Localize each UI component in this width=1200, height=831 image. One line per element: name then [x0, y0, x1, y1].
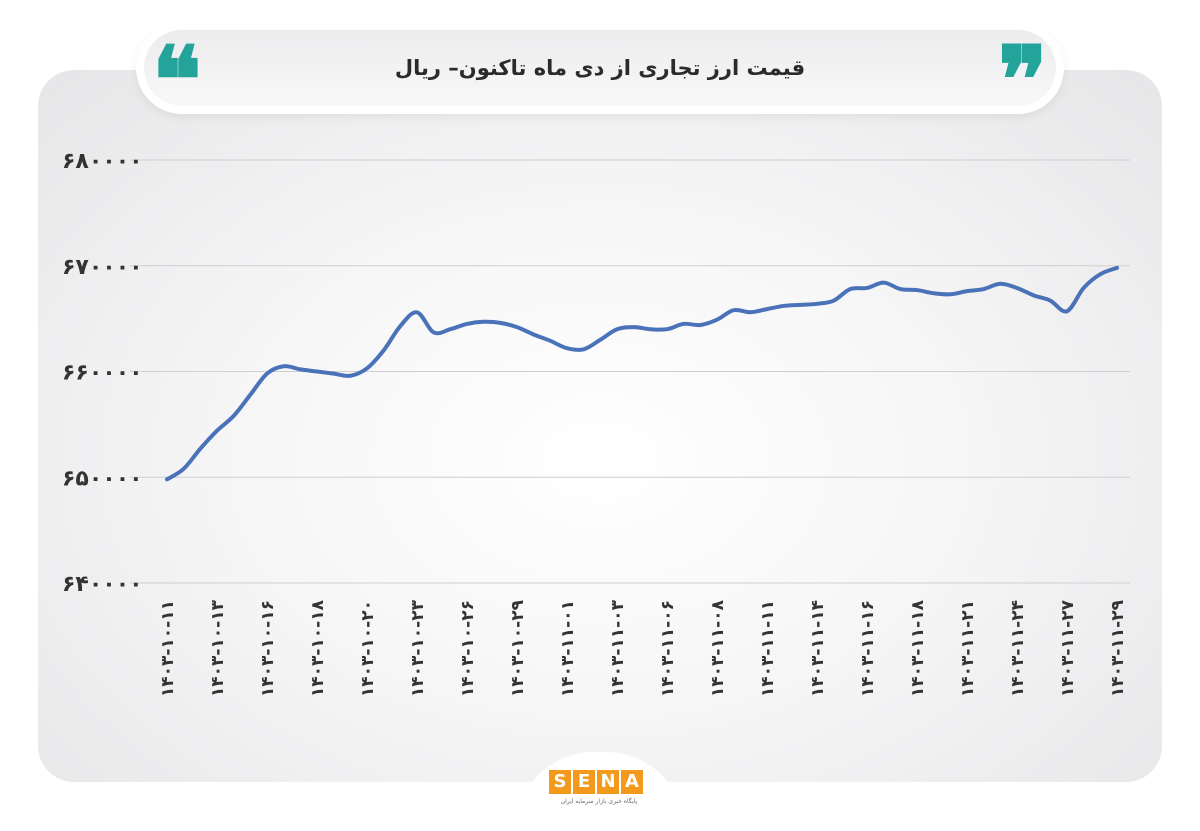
x-tick-label: ۱۴۰۳-۱۱-۰۱	[558, 600, 578, 697]
x-tick-label: ۱۴۰۳-۱۱-۲۱	[958, 600, 978, 697]
x-tick-label: ۱۴۰۳-۱۱-۲۷	[1058, 599, 1078, 697]
x-tick-label: ۱۴۰۳-۱۰-۲۳	[408, 599, 428, 697]
logo-letter-s: S	[549, 770, 571, 794]
x-tick-label: ۱۴۰۳-۱۱-۱۶	[858, 600, 878, 697]
y-tick-label: ۶۸۰۰۰۰	[62, 149, 143, 174]
x-tick-label: ۱۴۰۳-۱۰-۱۱	[158, 600, 178, 697]
y-tick-label: ۶۴۰۰۰۰	[62, 572, 143, 597]
x-tick-label: ۱۴۰۳-۱۰-۲۹	[508, 599, 528, 697]
x-tick-label: ۱۴۰۳-۱۱-۰۶	[658, 600, 678, 697]
x-tick-label: ۱۴۰۳-۱۰-۲۶	[458, 600, 478, 697]
open-quote-icon: ❝	[152, 26, 202, 134]
chart-title: قیمت ارز تجاری از دی ماه تاکنون– ریال	[394, 56, 806, 80]
y-tick-label: ۶۵۰۰۰۰	[62, 466, 143, 491]
x-tick-label: ۱۴۰۳-۱۰-۱۶	[258, 600, 278, 697]
x-tick-label: ۱۴۰۳-۱۱-۱۱	[758, 600, 778, 697]
x-tick-label: ۱۴۰۳-۱۱-۲۹	[1108, 599, 1128, 697]
logo-letter-a: A	[621, 770, 643, 794]
x-tick-label: ۱۴۰۳-۱۰-۲۰	[358, 600, 378, 697]
y-tick-label: ۶۶۰۰۰۰	[62, 361, 143, 386]
logo-letter-e: E	[573, 770, 595, 794]
close-quote-icon: ❞	[998, 26, 1048, 134]
x-tick-label: ۱۴۰۳-۱۰-۱۳	[208, 599, 228, 697]
logo-tagline: پایگاه خبری بازار سرمایه ایران	[560, 798, 638, 805]
y-tick-label: ۶۷۰۰۰۰	[62, 255, 143, 280]
logo-letter-n: N	[597, 770, 619, 794]
x-tick-label: ۱۴۰۳-۱۱-۲۴	[1008, 600, 1028, 697]
series-line	[165, 265, 1119, 482]
x-tick-label: ۱۴۰۳-۱۱-۰۸	[708, 599, 728, 697]
x-tick-label: ۱۴۰۳-۱۰-۱۸	[308, 599, 328, 697]
x-tick-label: ۱۴۰۳-۱۱-۰۳	[608, 599, 628, 697]
x-tick-label: ۱۴۰۳-۱۱-۱۸	[908, 599, 928, 697]
sena-logo: S E N A	[549, 770, 643, 794]
title-banner-inner	[144, 30, 1056, 106]
x-tick-label: ۱۴۰۳-۱۱-۱۴	[808, 600, 828, 697]
